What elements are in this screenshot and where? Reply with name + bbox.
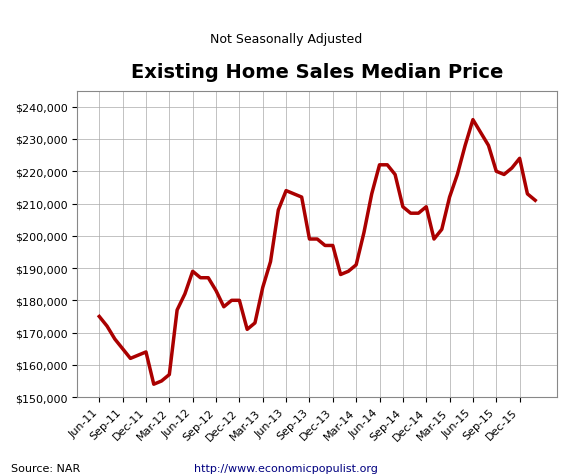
Text: Not Seasonally Adjusted: Not Seasonally Adjusted xyxy=(210,33,362,46)
Text: http://www.economicpopulist.org: http://www.economicpopulist.org xyxy=(194,463,378,473)
Title: Existing Home Sales Median Price: Existing Home Sales Median Price xyxy=(131,62,503,81)
Text: Source: NAR: Source: NAR xyxy=(11,463,81,473)
